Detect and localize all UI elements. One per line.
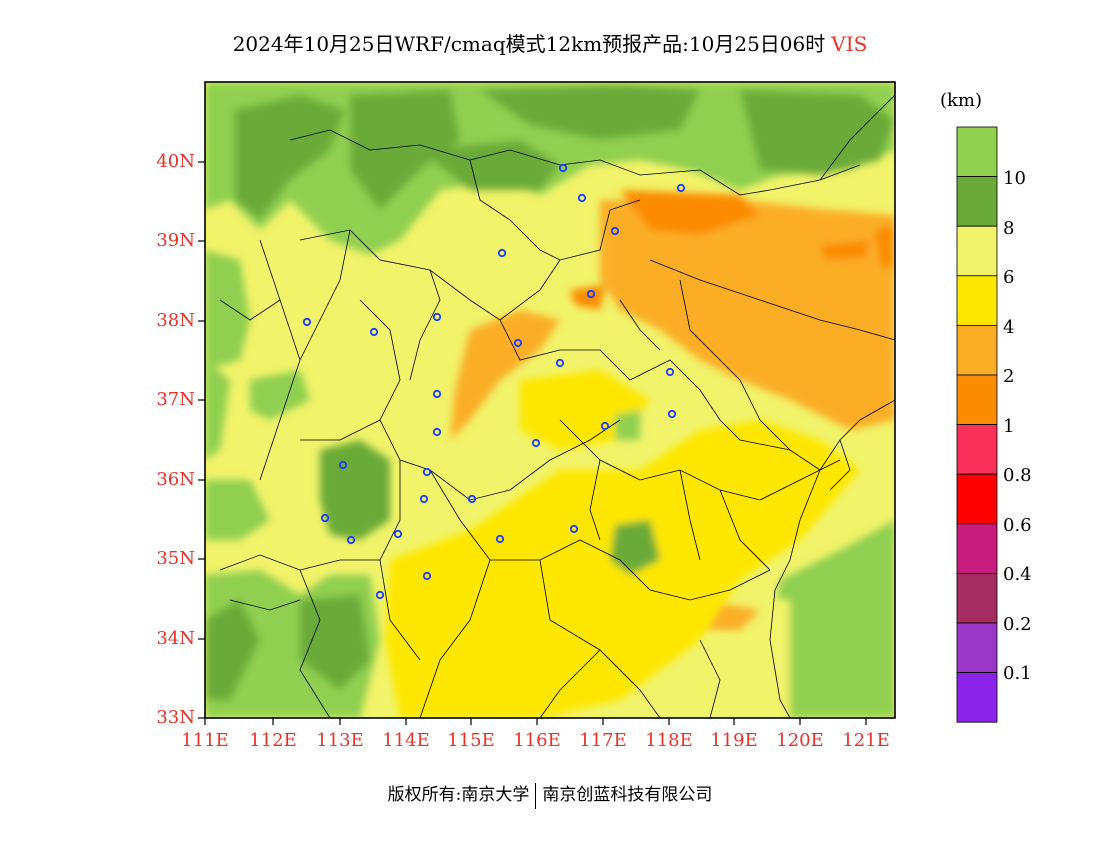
copyright-left: 版权所有:南京大学 [387,785,530,805]
colorbar-label: 1 [1003,416,1015,437]
colorbar-label: 10 [1003,168,1026,189]
colorbar-swatch [956,672,998,723]
title-variable: VIS [831,32,868,56]
colorbar-swatch [956,473,998,525]
colorbar-swatch [956,374,998,425]
colorbar-unit: (km) [940,90,983,111]
lon-label-113e: 113E [316,730,364,751]
lat-label-36n: 36N [156,469,195,490]
colorbar-label: 8 [1003,218,1015,239]
footer-divider [535,782,537,809]
lat-label-39n: 39N [156,230,195,251]
colorbar-label: 0.1 [1003,663,1032,684]
colorbar-swatch [956,324,998,376]
lon-label-120e: 120E [776,730,824,751]
colorbar-label: 0.2 [1003,614,1032,635]
colorbar-label: 4 [1003,317,1015,338]
colorbar-swatch [956,424,998,475]
lon-label-114e: 114E [382,730,430,751]
visibility-field [205,82,895,718]
colorbar-swatch [956,275,998,326]
lat-label-40n: 40N [156,151,195,172]
lat-label-35n: 35N [156,548,195,569]
colorbar-swatch [956,622,998,673]
colorbar-label: 0.8 [1003,465,1032,486]
colorbar-label: 6 [1003,267,1015,288]
colorbar-swatch [956,126,998,177]
colorbar-label: 0.6 [1003,515,1032,536]
title-text: 2024年10月25日WRF/cmaq模式12km预报产品:10月25日06时 [232,32,826,56]
colorbar-label: 0.4 [1003,564,1032,585]
lon-label-116e: 116E [513,730,561,751]
colorbar-swatch [956,523,998,574]
lat-label-34n: 34N [156,628,195,649]
lon-label-121e: 121E [842,730,890,751]
colorbar-swatch [956,176,998,227]
lon-label-112e: 112E [249,730,297,751]
colorbar [956,126,998,723]
province-borders [219,94,895,718]
lon-label-119e: 119E [710,730,758,751]
colorbar-swatch [956,573,998,624]
colorbar-label: 2 [1003,366,1015,387]
copyright-right: 南京创蓝科技有限公司 [542,785,713,805]
lat-label-33n: 33N [156,707,195,728]
lat-label-38n: 38N [156,310,195,331]
axis-ticks [198,161,867,725]
city-markers [302,163,686,600]
map-title: 2024年10月25日WRF/cmaq模式12km预报产品:10月25日06时 V… [0,28,1100,57]
colorbar-swatch [956,225,998,277]
lon-label-118e: 118E [645,730,693,751]
copyright-footer: 版权所有:南京大学 南京创蓝科技有限公司 [0,780,1100,809]
lon-label-111e: 111E [181,730,229,751]
lon-label-115e: 115E [447,730,495,751]
lat-label-37n: 37N [156,389,195,410]
lon-label-117e: 117E [579,730,627,751]
